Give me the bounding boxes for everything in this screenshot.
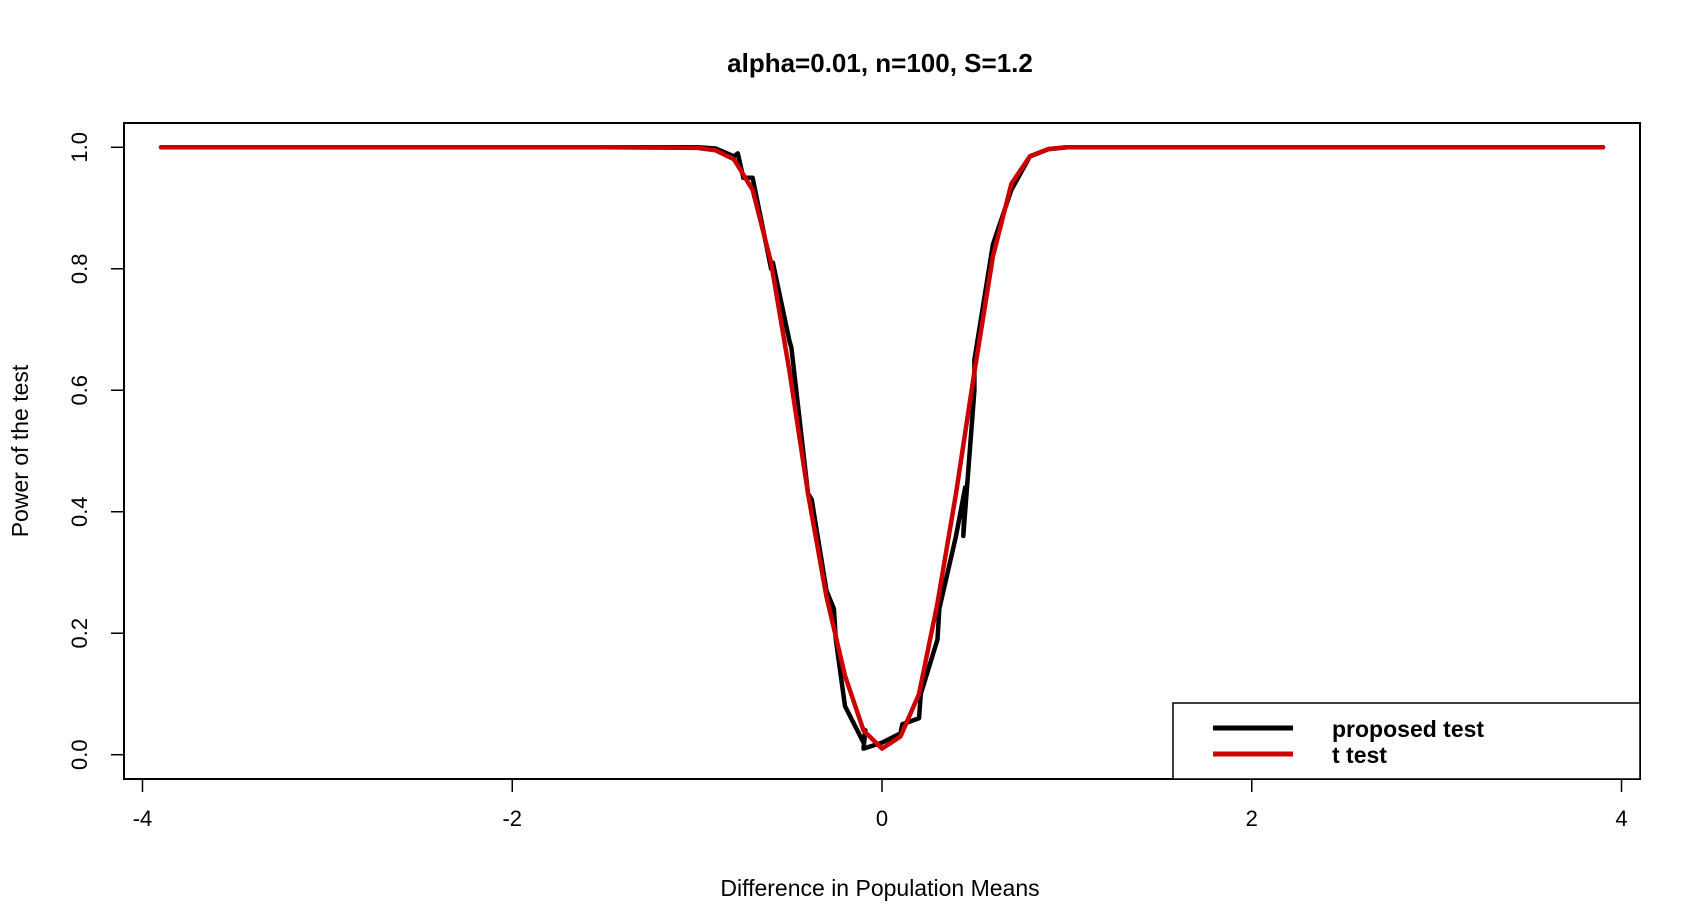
y-tick-label: 1.0 <box>67 132 92 163</box>
x-axis: -4 -2 0 2 4 <box>133 778 1628 831</box>
y-axis-label: Power of the test <box>7 364 33 537</box>
legend: proposed test t test <box>1172 702 1641 780</box>
legend-label-t-test: t test <box>1332 742 1387 768</box>
y-tick-label: 0.8 <box>67 253 92 284</box>
chart-title: alpha=0.01, n=100, S=1.2 <box>727 48 1033 78</box>
x-tick-label: 2 <box>1246 806 1258 831</box>
series-layer <box>158 145 1606 751</box>
x-tick-label: -2 <box>502 806 522 831</box>
y-tick-label: 0.6 <box>67 375 92 406</box>
x-tick-label: 4 <box>1615 806 1627 831</box>
y-tick-label: 0.4 <box>67 496 92 527</box>
legend-label-proposed-test: proposed test <box>1332 716 1484 742</box>
x-tick-label: -4 <box>133 806 153 831</box>
x-axis-label: Difference in Population Means <box>720 875 1039 901</box>
series-line-t-test <box>158 145 1606 751</box>
series-line-proposed-test <box>158 145 1606 751</box>
legend-box <box>1172 702 1641 780</box>
y-axis: 0.0 0.2 0.4 0.6 0.8 1.0 <box>67 132 125 770</box>
plot-frame <box>123 122 1641 780</box>
y-tick-label: 0.0 <box>67 739 92 770</box>
y-tick-label: 0.2 <box>67 618 92 649</box>
x-tick-label: 0 <box>876 806 888 831</box>
